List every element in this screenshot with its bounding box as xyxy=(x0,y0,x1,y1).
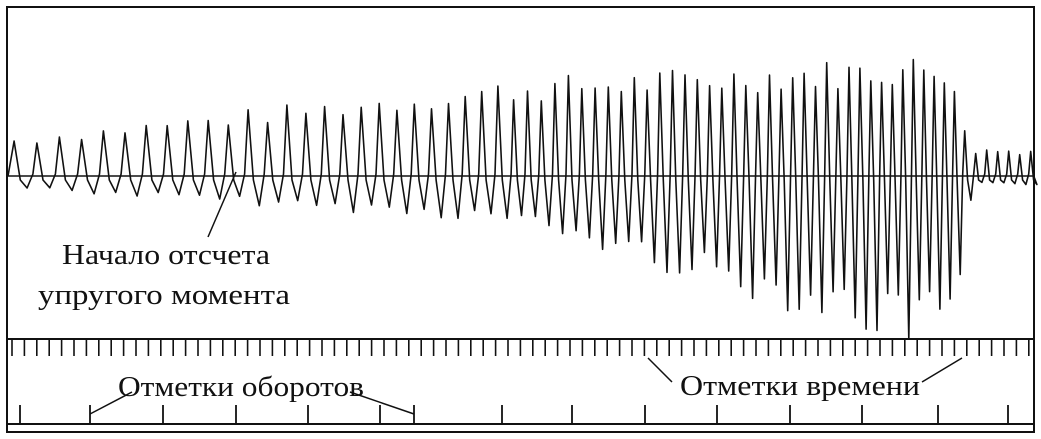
time-label-leader-left xyxy=(648,358,672,382)
time-marks-label: Отметки времени xyxy=(680,371,920,402)
revolution-marks-label: Отметки оборотов xyxy=(118,372,364,403)
start-label-line2: упругого момента xyxy=(38,279,290,311)
time-label-leader-right xyxy=(922,358,962,382)
figure-frame xyxy=(7,7,1034,432)
revolution-marks-strip xyxy=(20,405,1008,424)
time-marks-strip xyxy=(12,339,1029,356)
start-label-line1: Начало отсчета xyxy=(62,239,270,271)
start-label-leader xyxy=(208,172,236,237)
